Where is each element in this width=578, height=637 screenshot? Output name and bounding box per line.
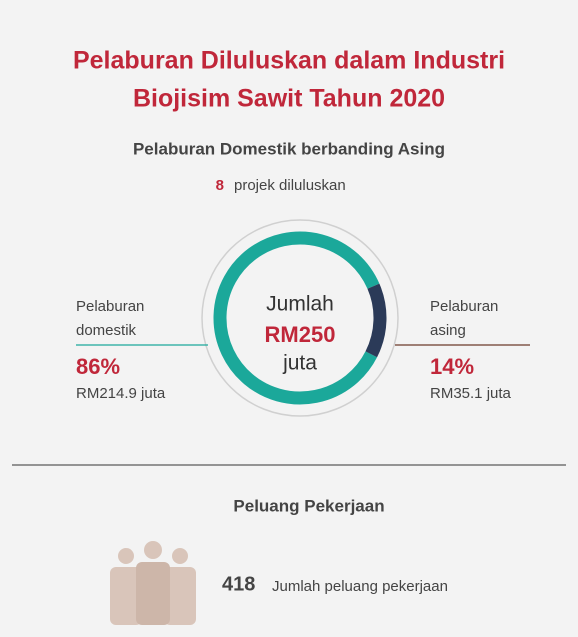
center-total: RM250 <box>265 322 336 347</box>
jobs-count: 418 <box>222 573 255 595</box>
donut-segment <box>365 283 387 358</box>
jobs-title: Peluang Pekerjaan <box>233 496 384 515</box>
subtitle: Pelaburan Domestik berbanding Asing <box>133 139 445 158</box>
project-label: projek diluluskan <box>234 177 346 194</box>
center-label: Jumlah <box>266 293 334 316</box>
amount-label: RM35.1 juta <box>430 385 512 402</box>
percent-label: 14% <box>430 354 474 379</box>
jobs-label: Jumlah peluang pekerjaan <box>272 578 448 595</box>
donut-segment <box>213 231 380 405</box>
title-line: Biojisim Sawit Tahun 2020 <box>133 85 445 113</box>
center-unit: juta <box>282 352 317 375</box>
category-label: Pelaburan domestik <box>76 298 144 339</box>
amount-label: RM214.9 juta <box>76 385 166 402</box>
percent-label: 86% <box>76 354 120 379</box>
outer-ring <box>201 219 399 417</box>
people-icon <box>110 541 196 625</box>
title-line: Pelaburan Diluluskan dalam Industri <box>73 47 505 75</box>
category-label: Pelaburan asing <box>430 298 498 339</box>
project-count: 8 <box>216 177 224 194</box>
